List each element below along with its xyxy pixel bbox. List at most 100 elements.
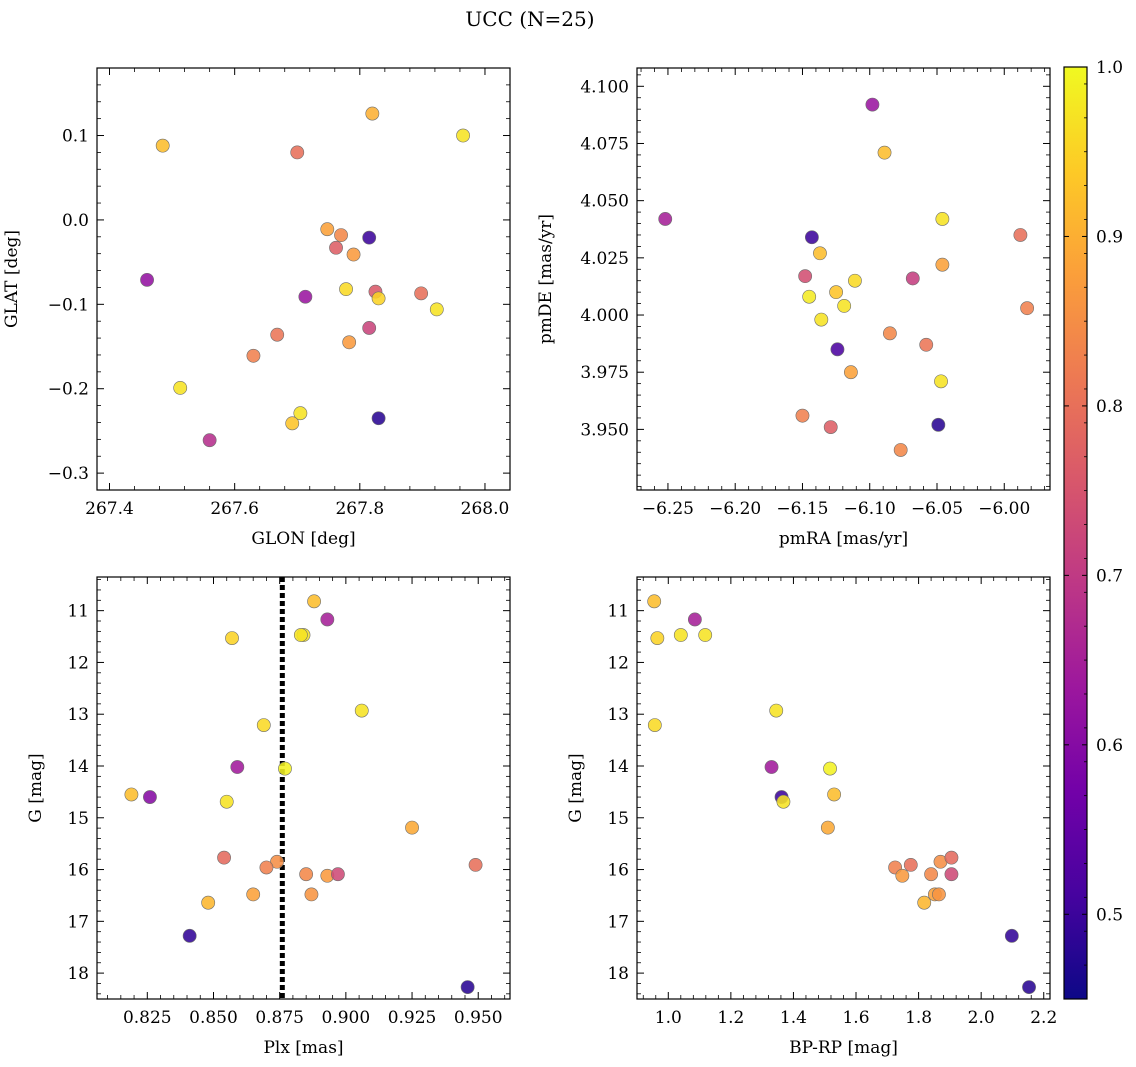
x-axis-label: GLON [deg] (251, 529, 355, 549)
y-tick-label: −0.1 (48, 295, 89, 315)
scatter-point (698, 628, 713, 642)
scatter-point (944, 867, 959, 882)
scatter-point (764, 760, 779, 774)
colorbar-gradient (1064, 67, 1087, 999)
y-tick-label: −0.2 (48, 380, 89, 400)
scatter-point (270, 327, 285, 342)
scatter-point (934, 374, 948, 389)
x-tick-label: 267.4 (85, 499, 134, 519)
scatter-point (460, 980, 475, 994)
scatter-point (673, 628, 688, 642)
scatter-point (687, 612, 702, 627)
scatter-point (658, 212, 673, 226)
scatter-point (804, 230, 819, 245)
scatter-point (798, 269, 813, 284)
scatter-point (944, 850, 959, 865)
y-tick-label: 0.0 (62, 211, 89, 231)
scatter-point (290, 145, 305, 160)
y-tick-label: 13 (607, 705, 629, 725)
scatter-point (219, 794, 234, 809)
x-tick-label: −6.05 (911, 499, 963, 519)
x-tick-label: −6.00 (978, 499, 1030, 519)
scatter-point (795, 408, 810, 423)
scatter-point (1020, 301, 1035, 316)
x-tick-label: −6.20 (709, 499, 761, 519)
colorbar: 0.5 0.6 0.7 0.8 0.9 1.0 (1063, 58, 1123, 1000)
y-tick-label: 16 (607, 861, 629, 881)
scatter-point (329, 240, 343, 255)
scatter-point (320, 222, 335, 237)
scatter-point (893, 443, 908, 457)
scatter-point (173, 380, 188, 395)
scatter-point (823, 761, 837, 776)
scatter-point (246, 348, 261, 363)
scatter-point (848, 273, 862, 288)
axes-frame (636, 576, 1051, 1000)
scatter-point (342, 335, 357, 350)
scatter-points (647, 594, 1036, 994)
scatter-point (365, 106, 380, 121)
scatter-point (270, 854, 284, 869)
axes-frame (96, 67, 511, 491)
axes-frame (636, 67, 1051, 491)
y-tick-label: 13 (67, 705, 89, 725)
scatter-point (865, 97, 880, 112)
scatter-point (299, 867, 314, 882)
scatter-points (124, 594, 483, 994)
scatter-point (362, 321, 377, 335)
scatter-point (905, 271, 920, 286)
scatter-point (293, 406, 308, 421)
y-tick-label: 17 (67, 912, 89, 932)
scatter-point (895, 868, 910, 883)
y-tick-label: 4.075 (580, 134, 629, 154)
y-tick-label: 15 (67, 809, 89, 829)
panel-glon_glat: 267.4 267.6 267.8 268.0 −0.3 −0.2 −0.1 0.0 0.1 GL… (2, 67, 511, 549)
x-tick-label: 0.950 (454, 1008, 503, 1028)
x-tick-label: 1.4 (780, 1008, 807, 1028)
scatter-point (124, 787, 139, 802)
scatter-points (658, 97, 1035, 457)
scatter-point (371, 411, 386, 426)
colorbar-tick-label: 1.0 (1096, 58, 1123, 78)
colorbar-tick-label: 0.7 (1096, 566, 1123, 586)
scatter-point (820, 820, 835, 835)
panel-plx_g: 0.825 0.850 0.875 0.900 0.925 0.950 11 12 13 14 15… (26, 576, 511, 1058)
scatter-point (843, 365, 858, 380)
x-tick-label: 0.850 (189, 1008, 238, 1028)
x-tick-label: 2.0 (968, 1008, 995, 1028)
x-tick-label: 267.8 (335, 499, 384, 519)
x-tick-label: 1.0 (655, 1008, 682, 1028)
scatter-point (829, 285, 844, 300)
scatter-point (429, 302, 444, 317)
scatter-point (814, 312, 829, 327)
y-tick-label: 4.100 (580, 77, 629, 97)
scatter-point (246, 887, 261, 902)
y-tick-label: 15 (607, 809, 629, 829)
scatter-point (823, 420, 838, 435)
scatter-point (935, 257, 950, 272)
x-tick-label: 1.8 (905, 1008, 932, 1028)
x-tick-label: 1.2 (717, 1008, 744, 1028)
x-axis-label: BP-RP [mag] (789, 1038, 898, 1058)
y-tick-label: 14 (67, 757, 89, 777)
scatter-point (769, 703, 784, 718)
y-tick-label: −0.3 (48, 464, 89, 484)
x-tick-label: 2.2 (1030, 1008, 1057, 1028)
scatter-point (776, 794, 791, 809)
scatter-point (414, 286, 429, 301)
y-tick-label: 12 (607, 653, 629, 673)
scatter-point (202, 433, 217, 448)
y-tick-label: 12 (67, 653, 89, 673)
scatter-point (830, 342, 845, 357)
y-tick-label: 0.1 (62, 127, 89, 147)
y-tick-label: 4.050 (580, 192, 629, 212)
y-axis-label: G [mag] (26, 753, 46, 822)
scatter-point (155, 138, 170, 153)
y-axis-label: pmDE [mas/yr] (536, 214, 556, 344)
scatter-point (354, 703, 369, 718)
figure-title: UCC (N=25) (465, 7, 594, 31)
x-axis-label: Plx [mas] (263, 1038, 343, 1058)
colorbar-tick-label: 0.6 (1096, 736, 1123, 756)
scatter-point (802, 289, 817, 304)
colorbar-tick-label: 0.8 (1096, 397, 1123, 417)
